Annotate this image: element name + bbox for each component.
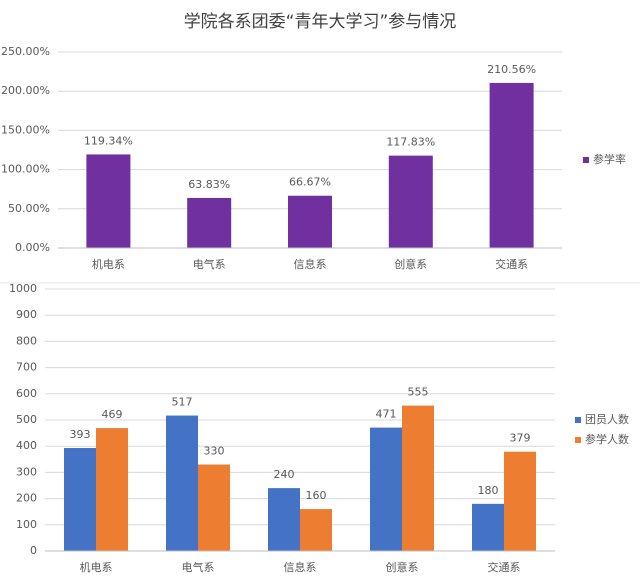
data-label: 517 (172, 396, 193, 409)
data-label: 160 (306, 489, 327, 502)
data-label: 240 (274, 468, 295, 481)
data-label: 379 (510, 432, 531, 445)
bar (96, 428, 128, 551)
bar (166, 415, 198, 551)
data-label: 330 (204, 445, 225, 458)
y-tick-label: 50.00% (8, 202, 50, 215)
data-label: 555 (408, 386, 429, 399)
y-tick-label: 500 (16, 413, 37, 426)
bar (187, 197, 232, 248)
y-tick-label: 0 (30, 544, 37, 557)
x-tick-label: 机电系 (80, 560, 113, 574)
data-label: 66.67% (289, 176, 331, 189)
data-label: 119.34% (84, 134, 133, 147)
x-tick-label: 交通系 (488, 560, 521, 574)
bar (504, 451, 536, 551)
bar (64, 448, 96, 551)
y-tick-label: 600 (16, 387, 37, 400)
x-tick-label: 电气系 (193, 257, 226, 271)
x-tick-label: 机电系 (92, 257, 125, 271)
y-tick-label: 100 (16, 518, 37, 531)
bar (198, 464, 230, 551)
chart-title: 学院各系团委“青年大学习”参与情况 (184, 12, 457, 32)
data-label: 180 (478, 484, 499, 497)
y-tick-label: 100.00% (1, 163, 50, 176)
data-label: 469 (102, 408, 123, 421)
x-tick-label: 创意系 (386, 560, 419, 574)
legend-swatch (575, 437, 581, 443)
x-tick-label: 信息系 (294, 257, 327, 271)
y-tick-label: 1000 (9, 282, 37, 295)
bar (472, 503, 504, 551)
y-tick-label: 800 (16, 334, 37, 347)
data-label: 393 (70, 428, 91, 441)
y-tick-label: 200.00% (1, 84, 50, 97)
bar (489, 82, 534, 248)
x-tick-label: 创意系 (394, 257, 427, 271)
y-tick-label: 200 (16, 492, 37, 505)
bar (268, 488, 300, 551)
y-tick-label: 400 (16, 439, 37, 452)
y-tick-label: 0.00% (15, 241, 50, 254)
y-tick-label: 150.00% (1, 123, 50, 136)
bar (86, 154, 131, 248)
y-tick-label: 300 (16, 465, 37, 478)
bar (288, 195, 332, 248)
x-tick-label: 电气系 (182, 560, 215, 574)
bar (370, 427, 402, 551)
legend-label: 参学率 (593, 152, 626, 166)
data-label: 117.83% (386, 136, 435, 149)
bar (402, 405, 434, 551)
y-tick-label: 250.00% (1, 45, 50, 58)
legend-swatch (575, 417, 581, 423)
x-tick-label: 交通系 (495, 257, 528, 271)
bar (300, 509, 332, 551)
x-tick-label: 信息系 (284, 560, 317, 574)
legend-label: 参学人数 (585, 432, 629, 446)
legend-label: 团员人数 (585, 413, 629, 426)
data-label: 210.56% (487, 63, 536, 76)
data-label: 471 (376, 408, 397, 421)
bar (388, 155, 433, 248)
legend-swatch (583, 157, 589, 163)
y-tick-label: 700 (16, 361, 37, 374)
y-tick-label: 900 (16, 308, 37, 321)
data-label: 63.83% (188, 178, 230, 191)
